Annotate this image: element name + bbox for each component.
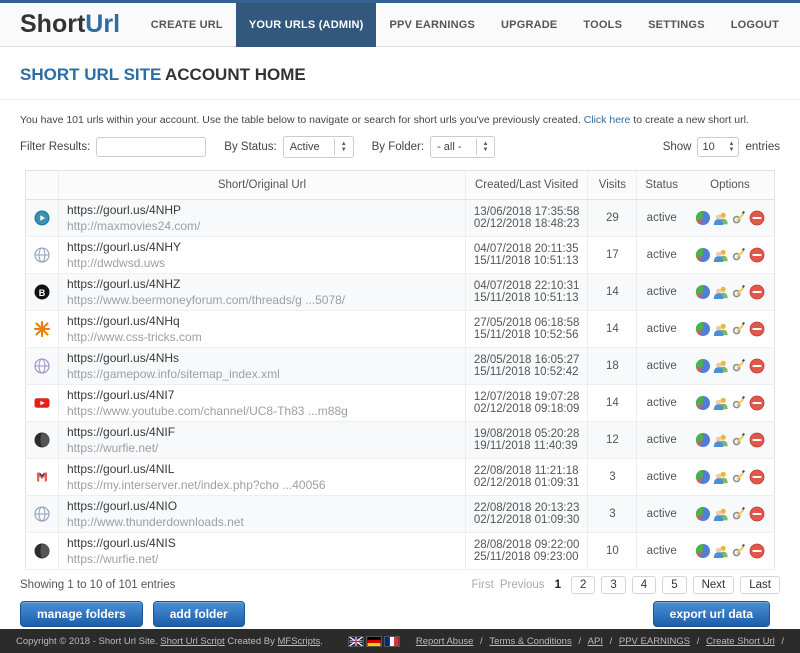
svg-text:B: B bbox=[39, 288, 46, 298]
